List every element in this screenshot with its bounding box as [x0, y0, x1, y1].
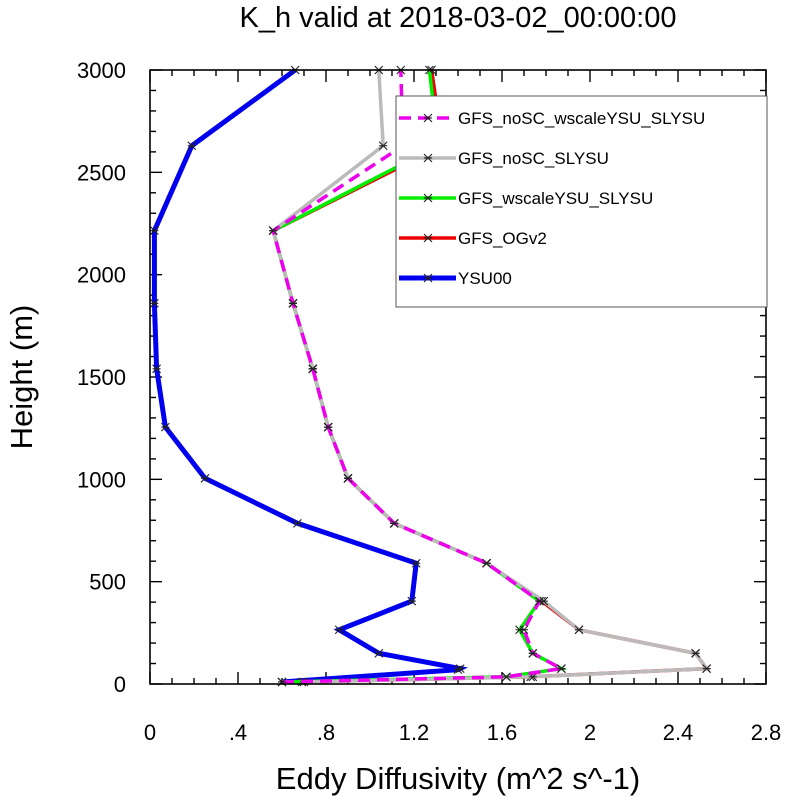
- x-tick-label: 1.2: [399, 720, 430, 745]
- data-point-gfs-nosc-wscaleysu-slysu: [528, 648, 538, 658]
- legend-marker: [423, 233, 433, 243]
- data-point-ysu00: [187, 141, 197, 151]
- data-point-gfs-nosc-wscaleysu-slysu: [389, 518, 399, 528]
- legend-marker: [423, 153, 433, 163]
- legend: GFS_noSC_wscaleYSU_SLYSU GFS_noSC_SLYSU GF…: [395, 95, 768, 308]
- y-tick-label: 3000: [77, 58, 126, 83]
- y-tick-label: 1000: [77, 467, 126, 492]
- legend-item-gfs-nosc-wscaleysu-slysu: GFS_noSC_wscaleYSU_SLYSU: [399, 109, 705, 128]
- y-tick-label: 1500: [77, 365, 126, 390]
- legend-item-gfs-nosc-slysu: GFS_noSC_SLYSU: [399, 149, 609, 168]
- data-point-gfs-nosc-slysu: [574, 625, 584, 635]
- data-point-gfs-nosc-wscaleysu-slysu: [288, 298, 298, 308]
- data-point-gfs-nosc-wscaleysu-slysu: [323, 422, 333, 432]
- chart-title: K_h valid at 2018-03-02_00:00:00: [240, 2, 677, 34]
- data-point-ysu00: [152, 364, 161, 374]
- legend-label: GFS_OGv2: [458, 229, 547, 248]
- axis-ticks: 0 .4 .8 1.2 1.6 2 2.4 2.8 0 500 1000 1500 2000 2500 30…: [77, 58, 781, 745]
- legend-item-gfs-wscaleysu-slysu: GFS_wscaleYSU_SLYSU: [399, 189, 653, 208]
- y-axis-label: Height (m): [4, 305, 39, 450]
- y-tick-label: 0: [114, 672, 126, 697]
- data-point-gfs-nosc-slysu: [691, 648, 700, 658]
- legend-item-gfs-ogv2: GFS_OGv2: [399, 229, 547, 248]
- legend-box: [395, 95, 768, 308]
- data-point-ysu00: [161, 422, 170, 432]
- legend-label: YSU00: [458, 269, 512, 288]
- data-point-ysu00: [293, 518, 302, 528]
- data-point-ysu00: [334, 625, 344, 635]
- data-point-ysu00: [407, 596, 417, 606]
- legend-label: GFS_noSC_wscaleYSU_SLYSU: [458, 109, 705, 128]
- data-point-gfs-nosc-slysu: [378, 141, 388, 151]
- x-tick-label: 2.8: [751, 720, 782, 745]
- x-axis-label: Eddy Diffusivity (m^2 s^-1): [276, 761, 640, 796]
- data-point-ysu00: [455, 664, 465, 674]
- data-series: [150, 65, 711, 687]
- data-point-ysu00: [200, 473, 210, 483]
- data-point-gfs-nosc-wscaleysu-slysu: [535, 596, 544, 606]
- legend-label: GFS_wscaleYSU_SLYSU: [458, 189, 653, 208]
- legend-marker: [423, 273, 433, 283]
- x-tick-label: .8: [317, 720, 335, 745]
- legend-marker: [423, 113, 433, 123]
- data-point-gfs-nosc-slysu: [702, 664, 711, 674]
- data-point-gfs-nosc-wscaleysu-slysu: [308, 364, 318, 374]
- data-point-ysu00: [150, 226, 159, 236]
- data-point-gfs-nosc-wscaleysu-slysu: [482, 558, 491, 568]
- data-point-ysu00: [150, 298, 159, 308]
- plot-frame: [149, 69, 767, 685]
- x-tick-label: 2.4: [663, 720, 694, 745]
- data-point-gfs-nosc-wscaleysu-slysu: [502, 672, 511, 682]
- x-tick-label: 1.6: [487, 720, 518, 745]
- data-point-gfs-nosc-wscaleysu-slysu: [268, 226, 278, 236]
- legend-marker: [423, 193, 433, 203]
- legend-item-ysu00: YSU00: [399, 269, 512, 288]
- y-tick-label: 2500: [77, 160, 126, 185]
- x-tick-label: 2: [584, 720, 596, 745]
- x-tick-label: 0: [144, 720, 156, 745]
- data-point-gfs-nosc-wscaleysu-slysu: [343, 473, 353, 483]
- y-tick-label: 500: [89, 570, 126, 595]
- y-tick-label: 2000: [77, 263, 126, 288]
- legend-label: GFS_noSC_SLYSU: [458, 149, 609, 168]
- x-tick-label: .4: [229, 720, 247, 745]
- data-point-gfs-nosc-wscaleysu-slysu: [519, 625, 529, 635]
- data-point-ysu00: [411, 558, 421, 568]
- data-point-gfs-nosc-wscaleysu-slysu: [557, 664, 566, 674]
- data-point-ysu00: [374, 648, 384, 658]
